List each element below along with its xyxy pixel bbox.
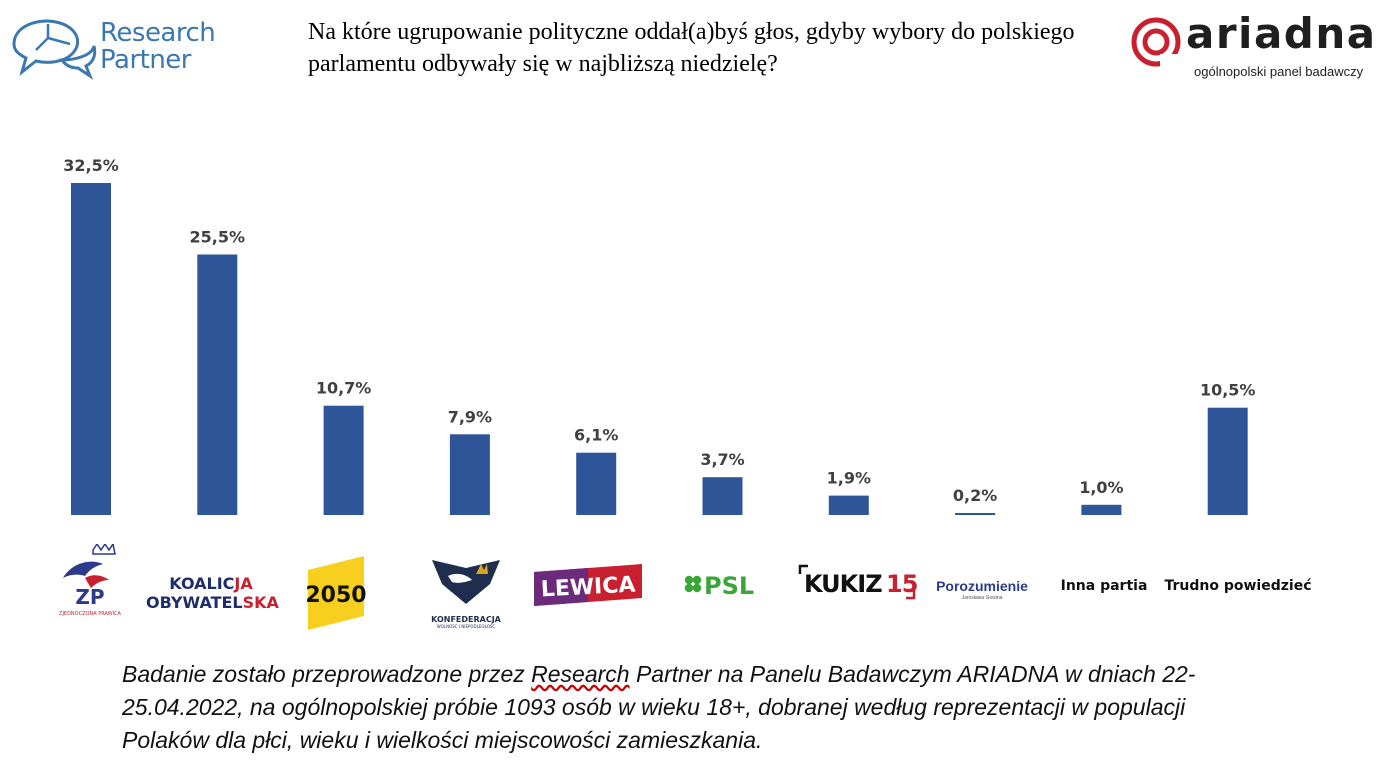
- research-partner-logo: Research Partner: [8, 14, 228, 82]
- ariadna-spiral-icon: [1131, 17, 1181, 68]
- bar-4: [576, 452, 617, 515]
- data-label-4: 6,1%: [574, 426, 618, 445]
- bar-5: [702, 477, 743, 515]
- bar-7: [955, 513, 996, 515]
- bar-6: [828, 495, 869, 515]
- bar-2: [323, 405, 364, 515]
- data-label-5: 3,7%: [700, 450, 744, 469]
- chart-question: Na które ugrupowanie polityczne oddał(a)…: [308, 19, 1075, 77]
- bar-3: [449, 434, 490, 515]
- bar-0: [71, 183, 111, 515]
- data-label-1: 25,5%: [190, 228, 246, 247]
- methodology-footnote: Badanie zostało przeprowadzone przez Res…: [122, 661, 1196, 753]
- logo-koalicja-obywatelska: KOALICJA OBYWATELSKA: [146, 574, 279, 612]
- logo-lewica: LEWICA: [532, 564, 644, 606]
- data-label-6: 1,9%: [827, 469, 871, 488]
- svg-text:ZP: ZP: [75, 585, 104, 606]
- eagle-shield-icon: [432, 560, 500, 604]
- svg-text:KUKIZ: KUKIZ: [804, 570, 882, 598]
- svg-text:PSL: PSL: [704, 572, 754, 600]
- logo-psl: PSL: [680, 570, 760, 600]
- data-label-9: 10,5%: [1200, 381, 1256, 400]
- label-trudno-powiedziec: Trudno powiedzieć: [1164, 578, 1312, 594]
- ariadna-tagline: ogólnopolski panel badawczy: [1194, 64, 1364, 79]
- data-label-2: 10,7%: [316, 379, 372, 398]
- speech-bubbles-icon: [12, 19, 97, 80]
- bar-8: [1081, 504, 1122, 515]
- label-inna-partia: Inna partia: [1060, 578, 1148, 594]
- data-label-7: 0,2%: [953, 486, 997, 505]
- data-label-3: 7,9%: [448, 407, 492, 426]
- logo-zp: ZP ZJEDNOCZONA PRAWICA: [55, 542, 125, 630]
- logo-porozumienie: Porozumienie Jarosława Gowina: [927, 578, 1037, 601]
- ariadna-logo: ariadna ogólnopolski panel badawczy: [1130, 10, 1386, 84]
- logo-polska-2050: 2050: [304, 556, 368, 630]
- zp-subtitle: ZJEDNOCZONA PRAWICA: [59, 611, 121, 617]
- data-label-8: 1,0%: [1079, 478, 1123, 497]
- bar-chart: 32,5% 25,5% 10,7% 7,9% 6,1% 3,7% 1,9% 0,2% 1,0% 1…: [63, 156, 1256, 515]
- crowned-eagle-icon: ZP: [63, 542, 116, 609]
- porozumienie-label: Porozumienie: [936, 578, 1028, 594]
- konfederacja-subtitle: WOLNOŚĆ I NIEPODLEGŁOŚĆ: [436, 624, 496, 629]
- svg-text:LEWICA: LEWICA: [540, 573, 636, 603]
- bar-1: [197, 254, 238, 515]
- svg-text:2050: 2050: [305, 583, 366, 608]
- konfederacja-label: KONFEDERACJA: [431, 615, 501, 624]
- brand-line-1: Research: [100, 18, 216, 48]
- clover-icon: [684, 575, 702, 593]
- brand-line-2: Partner: [100, 45, 192, 75]
- logo-konfederacja: KONFEDERACJA WOLNOŚĆ I NIEPODLEGŁOŚĆ: [426, 554, 506, 629]
- logo-kukiz15: KUKIZ 15: [798, 564, 922, 602]
- porozumienie-subtitle: Jarosława Gowina: [961, 595, 1003, 601]
- bar-9: [1207, 407, 1248, 515]
- data-label-0: 32,5%: [63, 156, 119, 175]
- ariadna-wordmark: ariadna: [1186, 9, 1377, 58]
